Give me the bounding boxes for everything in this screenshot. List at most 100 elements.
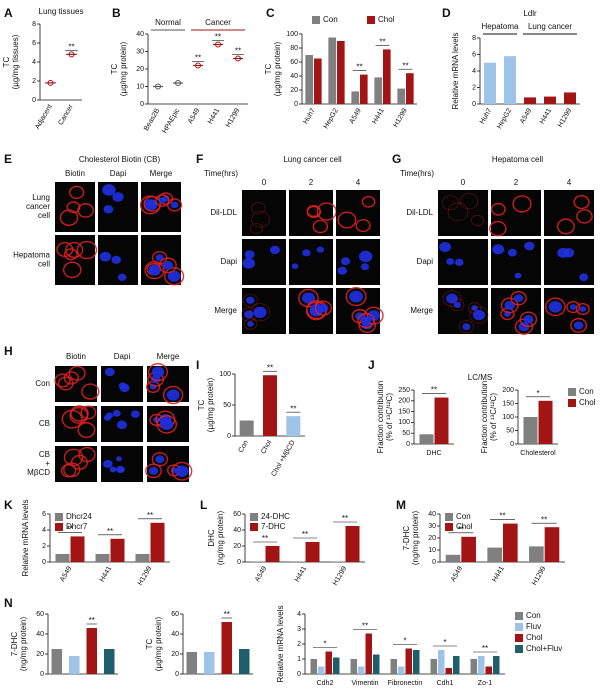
stain (171, 461, 193, 481)
row-label: + (45, 459, 50, 468)
x-tick-label: Cancer (57, 103, 75, 127)
y-axis-label: (ng/mg protein) (411, 511, 420, 566)
micrograph (491, 190, 541, 236)
nucleus (119, 383, 130, 393)
nucleus (270, 245, 280, 255)
x-tick-label: H441 (539, 107, 553, 125)
stain (65, 241, 84, 259)
bar (135, 554, 150, 562)
bar (86, 628, 97, 674)
significance: ** (342, 514, 348, 523)
nucleus (148, 466, 159, 475)
y-axis-label: TC (197, 399, 206, 410)
nucleus (360, 263, 370, 271)
y-tick-label: 80 (290, 45, 298, 52)
nucleus (148, 264, 162, 276)
bar (484, 62, 496, 104)
group-label: Normal (155, 18, 181, 27)
y-tick-label: 2 (297, 641, 301, 648)
y-tick-label: 0 (406, 441, 410, 448)
legend-label: Con (456, 512, 471, 521)
y-tick-label: 250 (398, 387, 410, 394)
bar (110, 538, 125, 562)
panel-letter: K (4, 498, 13, 512)
stain (78, 446, 96, 463)
y-tick-label: 0 (510, 441, 514, 448)
bar (538, 400, 553, 444)
stain (163, 267, 185, 286)
y-tick-label: 0 (40, 671, 44, 678)
dot (68, 51, 75, 58)
significance: ** (431, 386, 437, 395)
column-label: Biotin (66, 352, 86, 361)
bar (95, 554, 110, 562)
nucleus (291, 263, 299, 270)
row-label: cell (38, 260, 50, 269)
legend-label: Con (323, 15, 338, 24)
y-axis-label: (% of ¹³C/¹²C) (385, 393, 394, 441)
y-axis-label: TC (110, 63, 119, 74)
bar (564, 92, 576, 104)
y-tick-label: 20 (233, 543, 241, 550)
nucleus (507, 248, 517, 257)
significance: ** (68, 43, 74, 52)
bar (405, 648, 412, 674)
x-tick-label: H1299 (332, 565, 348, 586)
nucleus (105, 412, 114, 419)
stain (314, 300, 333, 316)
bar (204, 652, 215, 674)
bar (487, 547, 502, 562)
x-tick-label: H441 (491, 565, 505, 583)
x-tick-label: DHC (426, 450, 441, 457)
legend-swatch (515, 634, 523, 642)
nucleus (462, 323, 471, 331)
nucleus (446, 258, 455, 265)
stain (251, 211, 270, 228)
y-tick-label: 200 (502, 387, 514, 394)
panel-letter: G (392, 152, 401, 166)
y-tick-label: 10 (428, 547, 436, 554)
nucleus (155, 455, 165, 464)
y-tick-label: 0 (32, 97, 36, 104)
bar (406, 73, 414, 104)
y-tick-label: 60 (171, 611, 179, 618)
column-label: 2 (514, 178, 519, 187)
time-label: Time(hrs) (400, 169, 434, 178)
y-tick-label: 100 (286, 31, 298, 38)
nucleus (453, 301, 462, 309)
bar (333, 657, 340, 674)
bar (523, 417, 538, 444)
x-tick-label: Chol +MβCD (270, 439, 296, 477)
x-tick-label: Fibronectin (388, 680, 423, 687)
y-tick-label: 4 (297, 611, 301, 618)
bar (493, 656, 500, 674)
nucleus (116, 420, 128, 430)
y-axis-label: TC (264, 63, 273, 74)
bar (328, 37, 336, 104)
stain (63, 248, 78, 261)
x-tick-label: Huh7 (479, 107, 493, 125)
nucleus (472, 309, 486, 321)
nucleus (518, 322, 530, 332)
nucleus (301, 292, 316, 304)
y-tick-label: 2 (32, 78, 36, 85)
y-tick-label: 6 (472, 51, 476, 58)
legend-swatch (55, 513, 63, 521)
significance: ** (458, 525, 464, 534)
nucleus (162, 260, 174, 270)
x-tick-label: Adjacent (34, 103, 54, 130)
x-tick-label: A549 (59, 565, 73, 583)
legend-swatch (367, 16, 375, 24)
legend-swatch (445, 513, 453, 521)
nucleus (340, 257, 351, 266)
significance: ** (302, 530, 308, 539)
y-tick-label: 40 (428, 511, 436, 518)
stain (556, 218, 575, 235)
y-tick-label: 40 (36, 631, 44, 638)
panel-letter: F (196, 152, 203, 166)
stain (57, 376, 74, 391)
stain (69, 407, 89, 424)
legend-label: Dhcr24 (66, 512, 92, 521)
nucleus (245, 296, 255, 304)
bar (345, 526, 360, 562)
